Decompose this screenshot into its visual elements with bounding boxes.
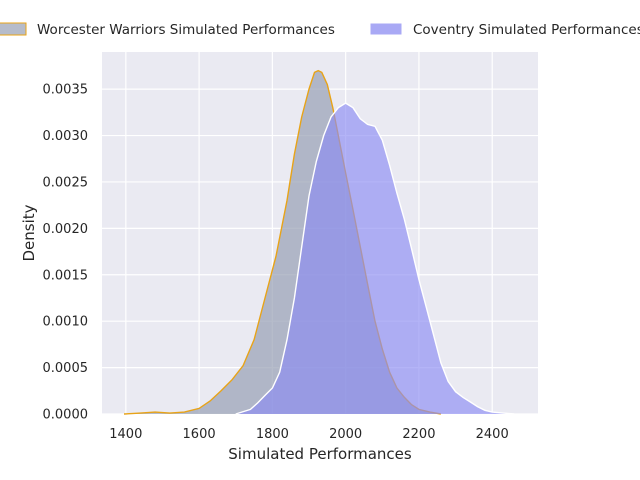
series-area-1 <box>235 103 515 414</box>
series-line-1 <box>235 102 515 415</box>
y-tick-label: 0.0020 <box>43 222 89 237</box>
legend-swatch-0 <box>0 22 27 36</box>
x-axis-label: Simulated Performances <box>228 445 412 463</box>
x-tick-labels: 1400 1600 1800 2000 2200 2400 <box>109 427 508 442</box>
y-tick-label: 0.0000 <box>43 408 89 423</box>
x-tick-label: 2000 <box>329 427 362 442</box>
y-tick-label: 0.0005 <box>43 361 89 376</box>
y-tick-label: 0.0010 <box>43 315 89 330</box>
y-tick-label: 0.0015 <box>43 268 89 283</box>
y-axis-label: Density <box>20 204 38 261</box>
density-areas <box>123 69 515 415</box>
x-tick-label: 1600 <box>183 427 216 442</box>
legend-swatch-1 <box>369 22 403 36</box>
x-tick-label: 2200 <box>402 427 435 442</box>
x-tick-label: 1800 <box>256 427 289 442</box>
y-tick-labels: 0.0000 0.0005 0.0010 0.0015 0.0020 0.0025 0.00… <box>43 83 89 423</box>
legend-label-0: Worcester Warriors Simulated Performance… <box>37 22 335 38</box>
y-tick-label: 0.0030 <box>43 129 89 144</box>
legend-label-1: Coventry Simulated Performances <box>413 22 640 38</box>
y-tick-label: 0.0025 <box>43 175 89 190</box>
x-tick-label: 2400 <box>476 427 509 442</box>
x-tick-label: 1400 <box>109 427 142 442</box>
y-tick-label: 0.0035 <box>43 83 89 98</box>
legend: Worcester Warriors Simulated Performance… <box>0 22 640 38</box>
